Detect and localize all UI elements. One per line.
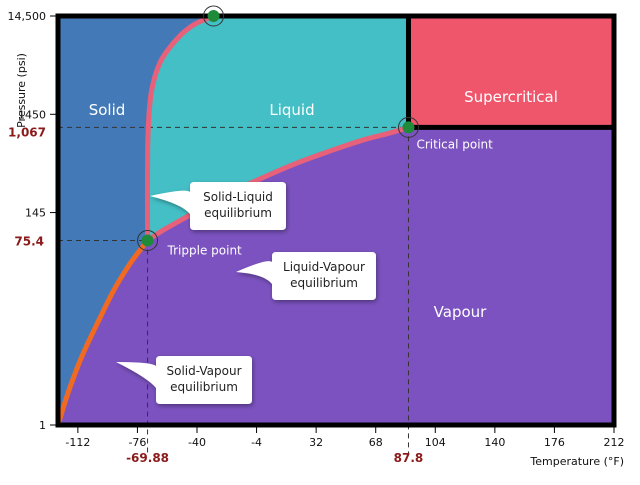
- critical-point-y-label: 1,067: [8, 125, 46, 139]
- critical-point-label: Critical point: [416, 137, 493, 151]
- critical-point-x-label: 87.8: [394, 451, 424, 465]
- top-point-ring: [203, 5, 225, 27]
- y-tick-label-0: 1: [39, 419, 46, 432]
- callout-solid-vapour-line-1: Solid-Vapour: [167, 364, 242, 378]
- vaporization-curve: [145, 124, 411, 243]
- x-axis-title: Temperature (°F): [529, 455, 624, 468]
- callout-liquid-vapour-line-2: equilibrium: [290, 276, 358, 290]
- triple-point-y-label: 75.4: [14, 234, 44, 248]
- triple-point-marker: [141, 234, 154, 247]
- x-tick-label-6: 104: [425, 436, 446, 449]
- x-tick-label-8: 176: [544, 436, 565, 449]
- sublimation-curve: [55, 238, 151, 428]
- callout-liquid-vapour: [236, 252, 376, 300]
- triple-point-x-label: -69.88: [126, 451, 169, 465]
- triple-point-ring: [137, 229, 159, 251]
- callout-liquid-vapour-line-1: Liquid-Vapour: [283, 260, 365, 274]
- y-tick-label-1: 145: [25, 207, 46, 220]
- callout-solid-liquid-line-1: Solid-Liquid: [203, 190, 273, 204]
- callout-solid-vapour-line-2: equilibrium: [170, 380, 238, 394]
- plot-frame: [55, 13, 617, 428]
- callout-solid-liquid-line-2: equilibrium: [204, 206, 272, 220]
- melting-curve: [144, 13, 216, 243]
- y-tick-label-2: 1450: [18, 108, 46, 121]
- x-tick-label-5: 68: [369, 436, 383, 449]
- critical-point-marker: [402, 121, 415, 134]
- top-point-marker: [207, 10, 220, 22]
- callout-solid-vapour-box: [116, 356, 252, 404]
- x-tick-label-7: 140: [484, 436, 505, 449]
- y-tick-label-3: 14,500: [8, 10, 47, 23]
- region-label-solid: Solid: [89, 101, 126, 119]
- x-tick-label-1: -76: [128, 436, 146, 449]
- callout-liquid-vapour-box: [236, 252, 376, 300]
- callout-solid-vapour: [116, 356, 252, 404]
- callout-solid-liquid-box: [150, 182, 286, 230]
- region-label-supercritical: Supercritical: [464, 88, 558, 106]
- y-axis-title: Pressure (psi): [15, 53, 28, 128]
- x-tick-label-3: -4: [251, 436, 262, 449]
- x-tick-label-2: -40: [188, 436, 206, 449]
- region-supercritical: [408, 16, 614, 128]
- region-label-liquid: Liquid: [269, 101, 314, 119]
- critical-point-ring: [397, 116, 419, 138]
- x-tick-label-9: 212: [604, 436, 625, 449]
- region-label-vapour: Vapour: [434, 303, 487, 321]
- callout-solid-liquid: [150, 182, 286, 230]
- x-tick-label-0: -112: [65, 436, 90, 449]
- x-tick-label-4: 32: [309, 436, 323, 449]
- triple-point-label: Tripple point: [167, 243, 242, 257]
